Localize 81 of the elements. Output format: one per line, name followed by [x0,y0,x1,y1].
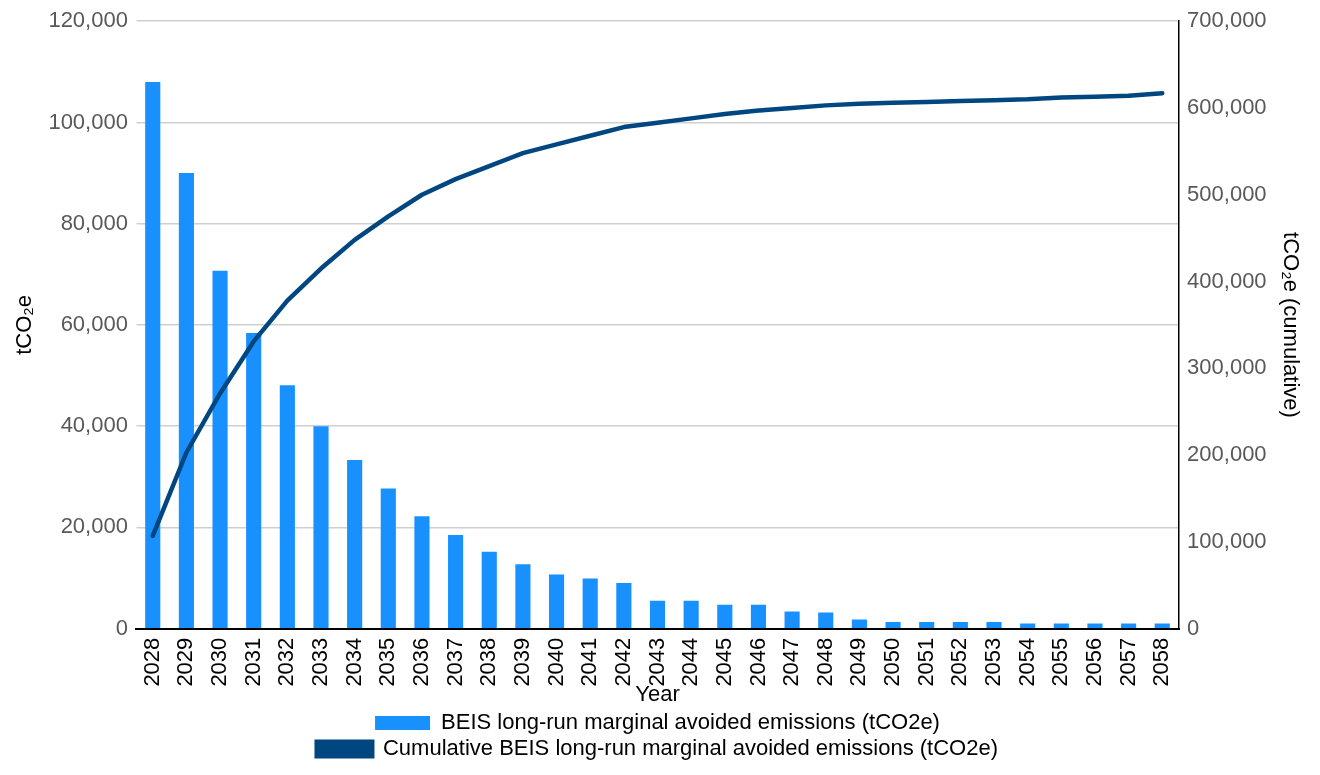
y-tick-label: 100,000 [48,108,128,134]
bar [1121,623,1137,628]
y-tick-label: 60,000 [60,310,128,336]
x-tick-label: 2052 [946,637,972,687]
y-axis-title: tCO₂e [11,294,37,355]
x-tick-label: 2028 [138,637,164,687]
x-tick-label: 2036 [408,637,434,687]
bar [616,583,632,628]
x-tick-label: 2040 [542,637,568,687]
x-tick-label: 2031 [239,637,265,687]
x-tick-label: 2045 [710,637,736,687]
y2-tick-label: 700,000 [1187,7,1267,33]
bar [279,385,295,628]
bar [1053,623,1069,628]
x-tick-label: 2054 [1013,637,1039,687]
y2-tick-label: 200,000 [1187,441,1267,467]
bar [313,426,329,628]
bar [548,574,565,628]
y2-tick-label: 400,000 [1187,267,1267,293]
x-tick-label: 2043 [643,637,669,687]
x-tick-label: 2055 [1047,637,1073,687]
x-tick-label: 2033 [307,637,333,687]
x-tick-label: 2041 [576,637,602,687]
x-tick-label: 2058 [1148,637,1174,687]
bar [717,604,733,628]
y2-tick-label: 300,000 [1187,354,1267,380]
x-tick-label: 2044 [677,637,703,687]
bar [750,604,767,628]
y-tick-label: 80,000 [60,209,128,235]
bar [582,578,598,628]
bar [1020,623,1036,628]
bar [818,612,834,628]
y-tick-label: 20,000 [60,513,128,539]
y2-tick-label: 600,000 [1187,94,1267,120]
x-tick-label: 2042 [609,637,635,687]
bar [380,488,396,628]
y-tick-label: 40,000 [60,412,128,438]
x-tick-label: 2034 [340,637,366,687]
x-tick-label: 2029 [172,637,198,687]
x-tick-label: 2030 [206,637,232,687]
bar [448,535,464,628]
bar [784,611,800,628]
bar [952,622,968,628]
y2-tick-label: 500,000 [1187,180,1267,206]
y-tick-label: 120,000 [48,7,128,33]
x-tick-label: 2050 [879,637,905,687]
x-tick-label: 2038 [475,637,501,687]
x-tick-label: 2032 [273,637,299,687]
bar [919,622,935,628]
x-tick-label: 2057 [1114,637,1140,687]
bar [178,173,194,628]
bar [649,600,666,628]
bar [481,551,497,628]
bar [1087,623,1103,628]
x-tick-label: 2046 [744,637,770,687]
bar [145,81,161,628]
x-tick-label: 2037 [441,637,467,687]
x-tick-label: 2047 [778,637,804,687]
y-tick-label: 0 [115,614,128,640]
bar [986,622,1002,628]
x-tick-label: 2056 [1081,637,1107,687]
x-tick-label: 2039 [508,637,534,687]
bar [246,333,262,628]
x-tick-label: 2049 [845,637,871,687]
bar [683,600,699,628]
x-tick-label: 2035 [374,637,400,687]
bar [1154,623,1170,628]
bar [414,516,430,628]
x-tick-label: 2051 [912,637,938,687]
legend-label: Cumulative BEIS long-run marginal avoided emissions (tCO2e) [382,735,999,761]
bar [515,564,531,628]
y2-axis-title: tCO₂e (cumulative) [1278,232,1304,418]
bar [347,460,363,628]
y2-tick-label: 0 [1187,614,1200,640]
y2-tick-label: 100,000 [1187,527,1267,553]
legend-label: BEIS long-run marginal avoided emissions (tCO2e) [441,709,940,735]
x-tick-label: 2048 [811,637,837,687]
bar [212,270,228,628]
x-tick-label: 2053 [980,637,1006,687]
bar [851,619,867,628]
bar [885,622,901,628]
